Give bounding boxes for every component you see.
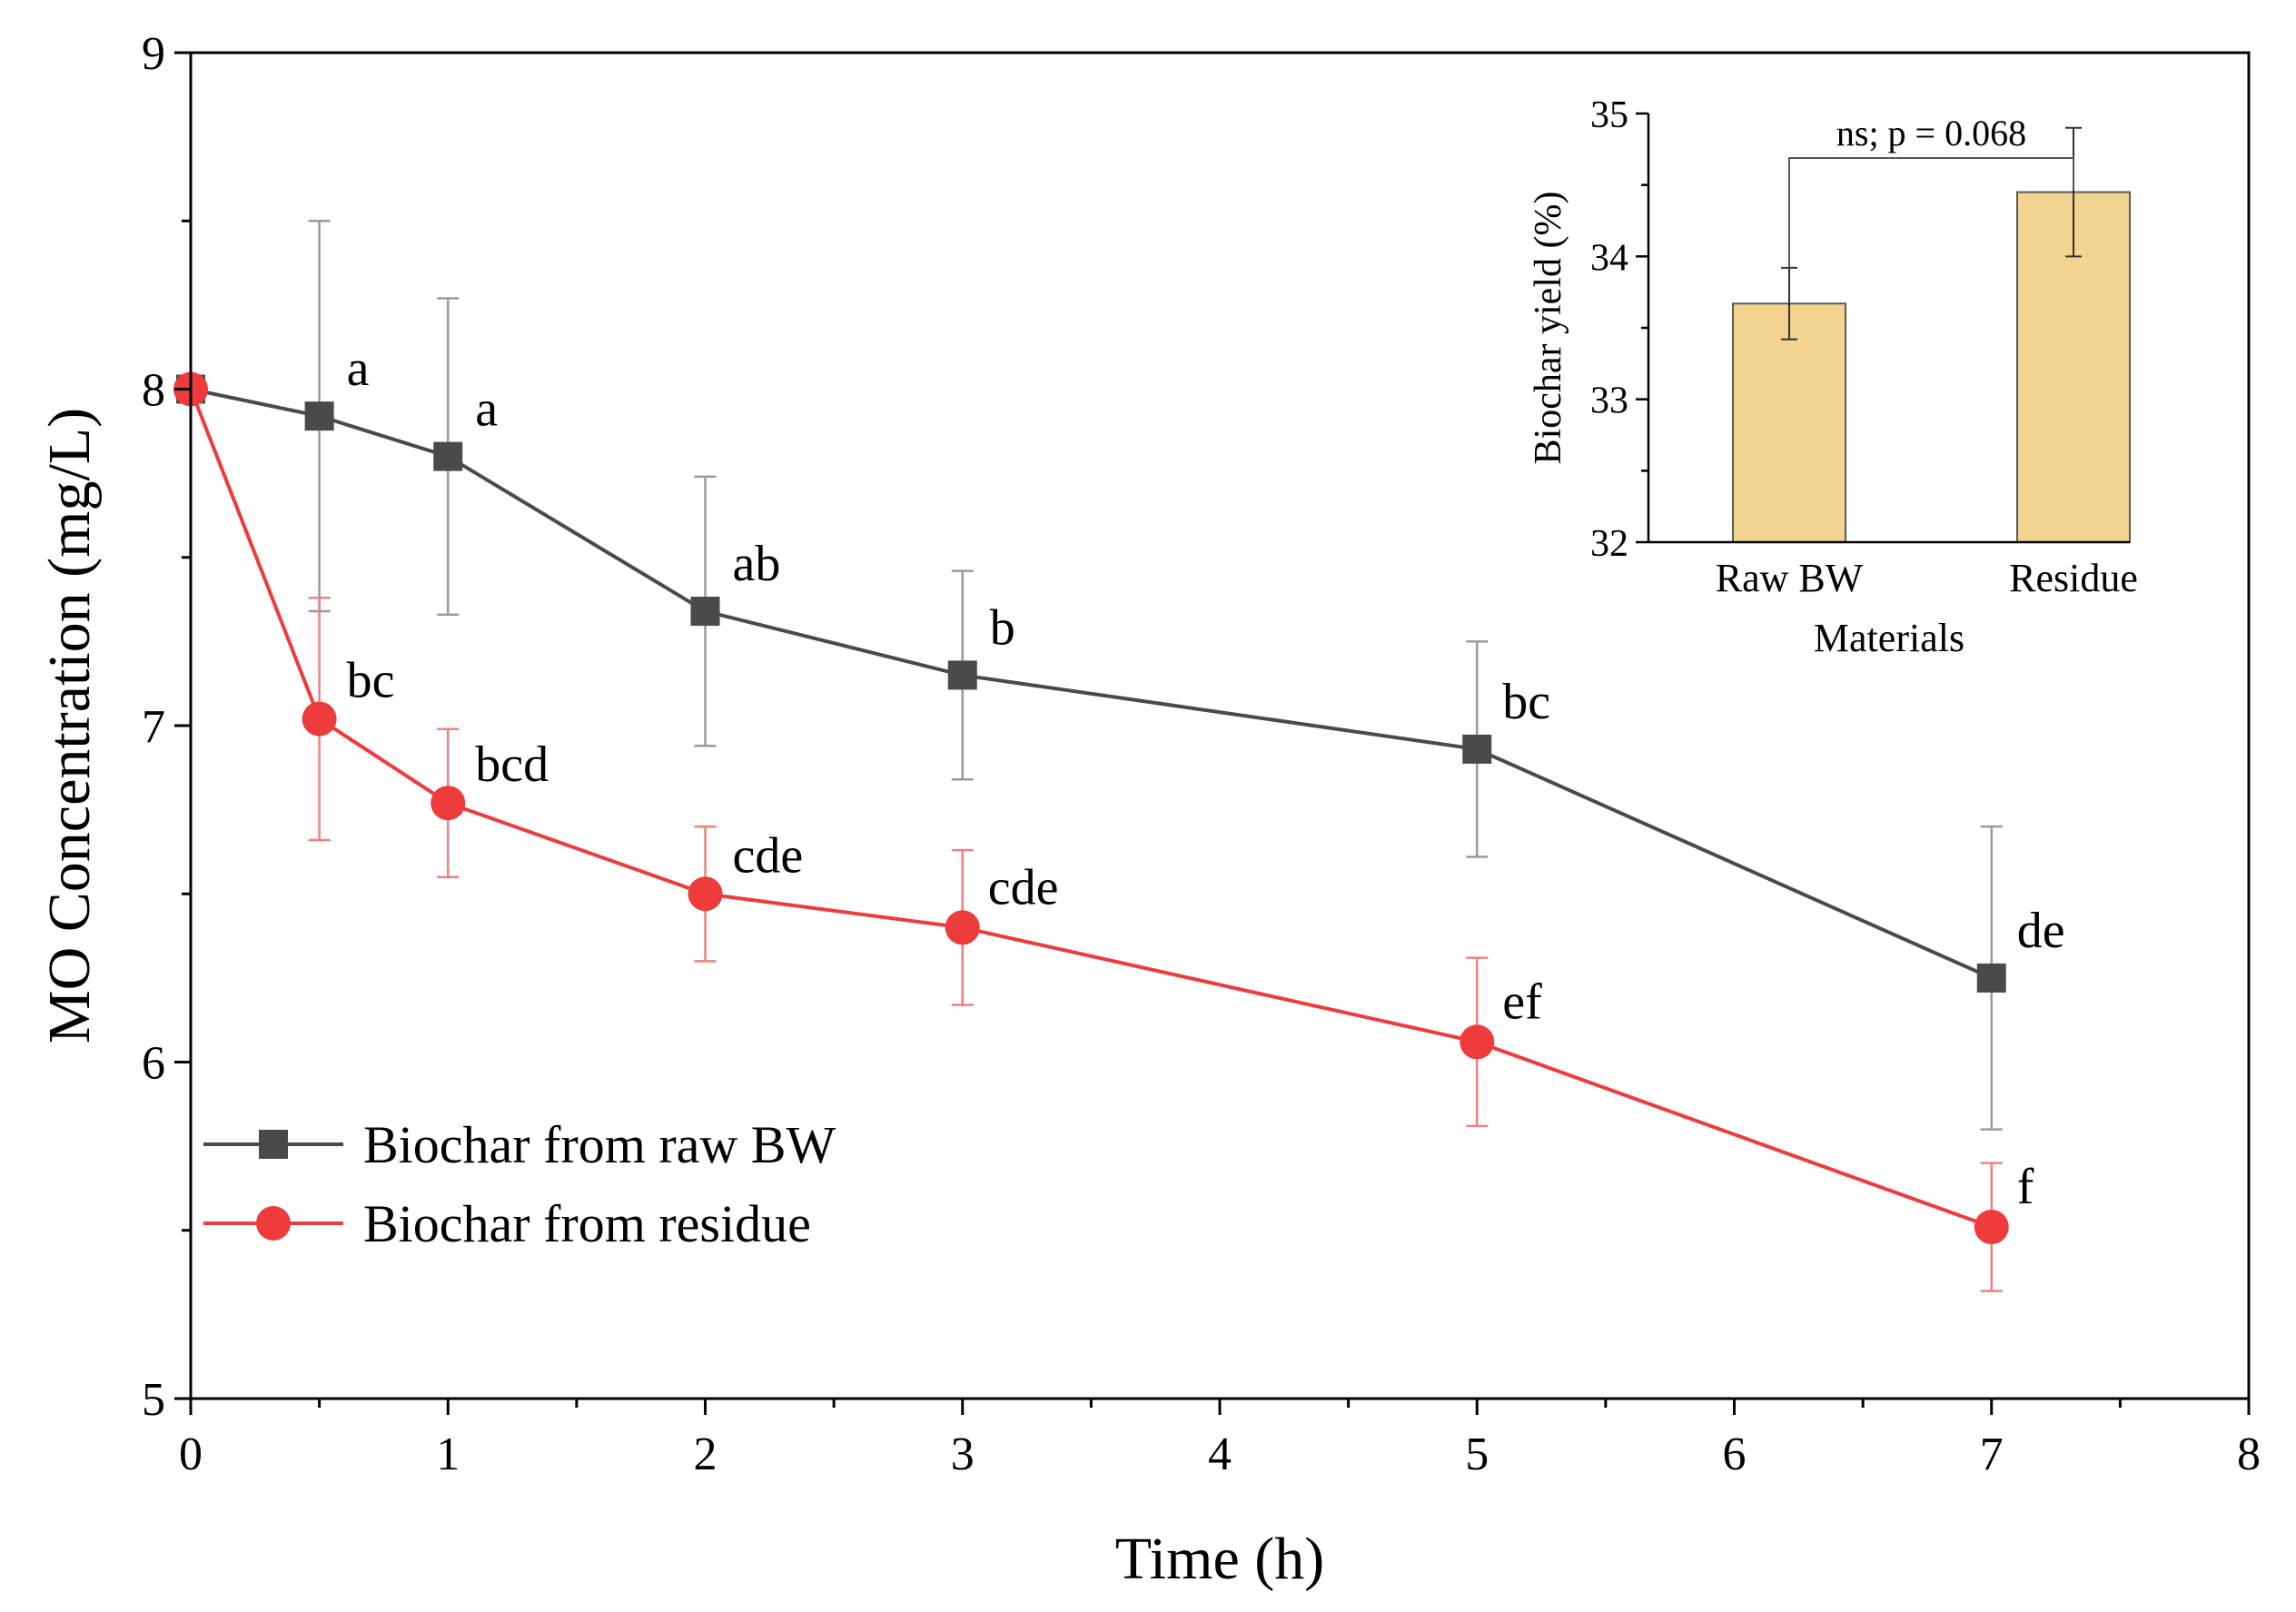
- residue-letter-label: bcd: [475, 737, 549, 793]
- residue-data-point: [302, 701, 337, 737]
- residue-letter-label: cde: [988, 859, 1059, 915]
- y-tick-label: 9: [142, 28, 165, 80]
- series-markers: [173, 371, 2009, 1245]
- residue-letter-label: ef: [1502, 974, 1542, 1030]
- raw-data-point: [1976, 963, 2006, 993]
- y-tick-label: 5: [142, 1374, 165, 1426]
- x-tick-label: 2: [694, 1429, 718, 1480]
- significance-bracket: [1788, 157, 2074, 268]
- residue-legend-label: Biochar from residue: [363, 1194, 811, 1253]
- inset-y-tick-label: 32: [1590, 523, 1628, 565]
- raw-legend-label: Biochar from raw BW: [363, 1115, 836, 1174]
- raw-data-point: [433, 441, 463, 471]
- residue-data-point: [945, 910, 980, 945]
- raw-data-point: [1462, 734, 1492, 764]
- y-tick-label: 6: [142, 1038, 165, 1090]
- x-tick-label: 3: [951, 1429, 975, 1480]
- raw-letter-label: ab: [733, 536, 781, 592]
- raw-data-point: [304, 401, 334, 431]
- x-tick-label: 6: [1723, 1429, 1747, 1480]
- inset-category-label: Raw BW: [1716, 556, 1864, 600]
- x-tick-label: 4: [1208, 1429, 1232, 1480]
- inset-y-tick-label: 34: [1590, 237, 1628, 279]
- inset-y-tick-label: 35: [1590, 94, 1628, 136]
- residue-data-point: [1460, 1024, 1495, 1060]
- raw-data-point: [947, 660, 977, 690]
- residue-data-point: [688, 876, 723, 912]
- raw-letter-label: de: [2017, 903, 2065, 959]
- raw-legend-marker: [259, 1130, 288, 1159]
- inset-y-axis-title: Biochar yield (%): [1528, 192, 1569, 465]
- y-tick-label: 7: [142, 701, 165, 753]
- residue-data-point: [1974, 1210, 2009, 1245]
- x-tick-label: 0: [179, 1429, 203, 1480]
- residue-data-point: [430, 786, 466, 821]
- x-axis-title: Time (h): [1115, 1526, 1324, 1592]
- raw-letter-label: bc: [1502, 674, 1550, 730]
- inset-x-axis-title: Materials: [1814, 616, 1964, 660]
- x-tick-label: 7: [1980, 1429, 2004, 1480]
- x-tick-label: 8: [2237, 1429, 2261, 1480]
- raw-letter-label: a: [475, 381, 498, 438]
- significance-label: ns; p = 0.068: [1836, 113, 2026, 153]
- residue-letter-label: f: [2017, 1159, 2034, 1215]
- inset-y-tick-label: 33: [1590, 381, 1628, 422]
- residue-legend-marker: [256, 1206, 291, 1241]
- inset-bar-chart: Raw BW Residue ns; p = 0.068 32 33 34 35 Materi…: [1528, 94, 2138, 660]
- raw-series-line: [190, 387, 1993, 980]
- letter-labels: a a ab b bc de bc bcd cde cde ef f: [347, 341, 2065, 1215]
- x-tick-label: 5: [1465, 1429, 1489, 1480]
- y-axis-title: MO Concentration (mg/L): [36, 408, 103, 1043]
- legend: Biochar from raw BW Biochar from residue: [203, 1115, 836, 1253]
- x-tick-label: 1: [436, 1429, 460, 1480]
- residue-letter-label: bc: [347, 653, 395, 709]
- residue-letter-label: cde: [733, 827, 804, 884]
- raw-letter-label: b: [990, 599, 1015, 656]
- raw-data-point: [690, 597, 720, 627]
- y-tick-label: 8: [142, 365, 165, 417]
- inset-category-label: Residue: [2009, 556, 2138, 600]
- raw-letter-label: a: [347, 341, 370, 397]
